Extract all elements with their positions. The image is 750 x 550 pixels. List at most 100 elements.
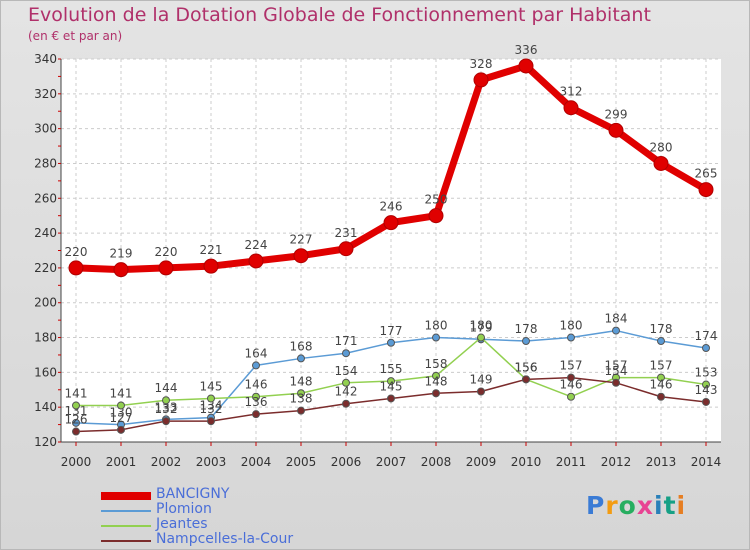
data-label: 126 bbox=[65, 413, 88, 427]
data-point bbox=[702, 380, 710, 389]
data-label: 177 bbox=[380, 324, 403, 338]
data-label: 224 bbox=[245, 238, 268, 252]
data-point bbox=[473, 72, 489, 88]
data-point bbox=[338, 241, 354, 257]
data-point bbox=[342, 399, 350, 408]
y-tick-label: 280 bbox=[34, 156, 57, 170]
data-point bbox=[698, 182, 714, 198]
data-label: 180 bbox=[425, 319, 448, 333]
data-point bbox=[342, 378, 350, 387]
logo-letter: x bbox=[636, 491, 654, 520]
chart-subtitle: (en € et par an) bbox=[28, 29, 123, 43]
data-point bbox=[657, 337, 665, 346]
x-tick-label: 2009 bbox=[466, 455, 497, 469]
proxiti-logo: Proxiti bbox=[586, 491, 686, 520]
data-point bbox=[702, 343, 710, 352]
data-point bbox=[387, 338, 395, 347]
data-label: 132 bbox=[155, 402, 178, 416]
data-label: 155 bbox=[380, 362, 403, 376]
data-point bbox=[522, 337, 530, 346]
logo-letter: t bbox=[663, 491, 677, 520]
legend-item-plomion: Plomion bbox=[101, 501, 361, 518]
data-point bbox=[612, 378, 620, 387]
legend-item-jeantes: Jeantes bbox=[101, 516, 361, 533]
data-label: 336 bbox=[515, 43, 538, 57]
data-label: 312 bbox=[560, 85, 583, 99]
data-point bbox=[248, 253, 264, 269]
logo-letter: i bbox=[676, 491, 687, 520]
data-label: 131 bbox=[65, 404, 88, 418]
data-point bbox=[158, 260, 174, 276]
y-tick-label: 260 bbox=[34, 191, 57, 205]
data-label: 156 bbox=[515, 360, 538, 374]
data-point bbox=[117, 401, 125, 410]
data-point bbox=[342, 349, 350, 358]
x-tick-label: 2002 bbox=[151, 455, 182, 469]
data-point bbox=[72, 418, 80, 427]
data-point bbox=[113, 262, 129, 278]
y-tick-label: 320 bbox=[34, 87, 57, 101]
data-label: 130 bbox=[110, 406, 133, 420]
y-tick-label: 120 bbox=[34, 435, 57, 449]
data-label: 132 bbox=[200, 402, 223, 416]
x-tick-label: 2010 bbox=[511, 455, 542, 469]
data-point bbox=[477, 333, 485, 342]
data-point bbox=[432, 333, 440, 342]
data-point bbox=[252, 410, 260, 419]
data-label: 134 bbox=[200, 399, 223, 413]
data-label: 146 bbox=[245, 378, 268, 392]
legend-label-plomion: Plomion bbox=[156, 501, 212, 517]
legend-item-nampcelles: Nampcelles-la-Cour bbox=[101, 531, 361, 548]
data-point bbox=[432, 389, 440, 398]
data-label: 141 bbox=[65, 386, 88, 400]
data-label: 178 bbox=[650, 322, 673, 336]
data-label: 145 bbox=[200, 379, 223, 393]
y-tick-label: 340 bbox=[34, 52, 57, 66]
data-label: 220 bbox=[65, 245, 88, 259]
data-point bbox=[297, 354, 305, 363]
y-tick-label: 180 bbox=[34, 331, 57, 345]
data-point bbox=[297, 406, 305, 415]
data-label: 154 bbox=[605, 364, 628, 378]
data-label: 219 bbox=[110, 247, 133, 261]
data-point bbox=[297, 389, 305, 398]
data-point bbox=[293, 248, 309, 264]
series-bancigny: 220 219 220 221 224 227 231 246 250 328 336 312 299 2… bbox=[65, 43, 717, 278]
data-label: 148 bbox=[425, 374, 448, 388]
data-label: 142 bbox=[335, 385, 358, 399]
x-tick-label: 2012 bbox=[601, 455, 632, 469]
data-point bbox=[207, 394, 215, 403]
data-label: 157 bbox=[560, 359, 583, 373]
x-tick-label: 2008 bbox=[421, 455, 452, 469]
data-label: 280 bbox=[650, 140, 673, 154]
logo-letter: P bbox=[586, 491, 606, 520]
logo-letter: i bbox=[654, 491, 664, 520]
data-label: 145 bbox=[380, 379, 403, 393]
y-tick-label: 300 bbox=[34, 122, 57, 136]
data-label: 157 bbox=[605, 359, 628, 373]
data-point bbox=[387, 394, 395, 403]
x-tick-label: 2014 bbox=[691, 455, 722, 469]
data-point bbox=[567, 333, 575, 342]
data-label: 141 bbox=[110, 386, 133, 400]
data-point bbox=[518, 58, 534, 74]
data-label: 158 bbox=[425, 357, 448, 371]
x-tick-label: 2007 bbox=[376, 455, 407, 469]
data-label: 146 bbox=[650, 378, 673, 392]
data-point bbox=[567, 373, 575, 382]
data-label: 227 bbox=[290, 233, 313, 247]
x-tick-label: 2004 bbox=[241, 455, 272, 469]
data-label: 153 bbox=[695, 366, 718, 380]
data-point bbox=[72, 427, 80, 436]
data-label: 221 bbox=[200, 243, 223, 257]
x-tick-label: 2011 bbox=[556, 455, 587, 469]
data-label: 133 bbox=[155, 400, 178, 414]
data-label: 178 bbox=[515, 322, 538, 336]
data-point bbox=[252, 392, 260, 401]
data-label: 138 bbox=[290, 392, 313, 406]
data-point bbox=[68, 260, 84, 276]
legend-swatch-jeantes bbox=[101, 525, 151, 527]
